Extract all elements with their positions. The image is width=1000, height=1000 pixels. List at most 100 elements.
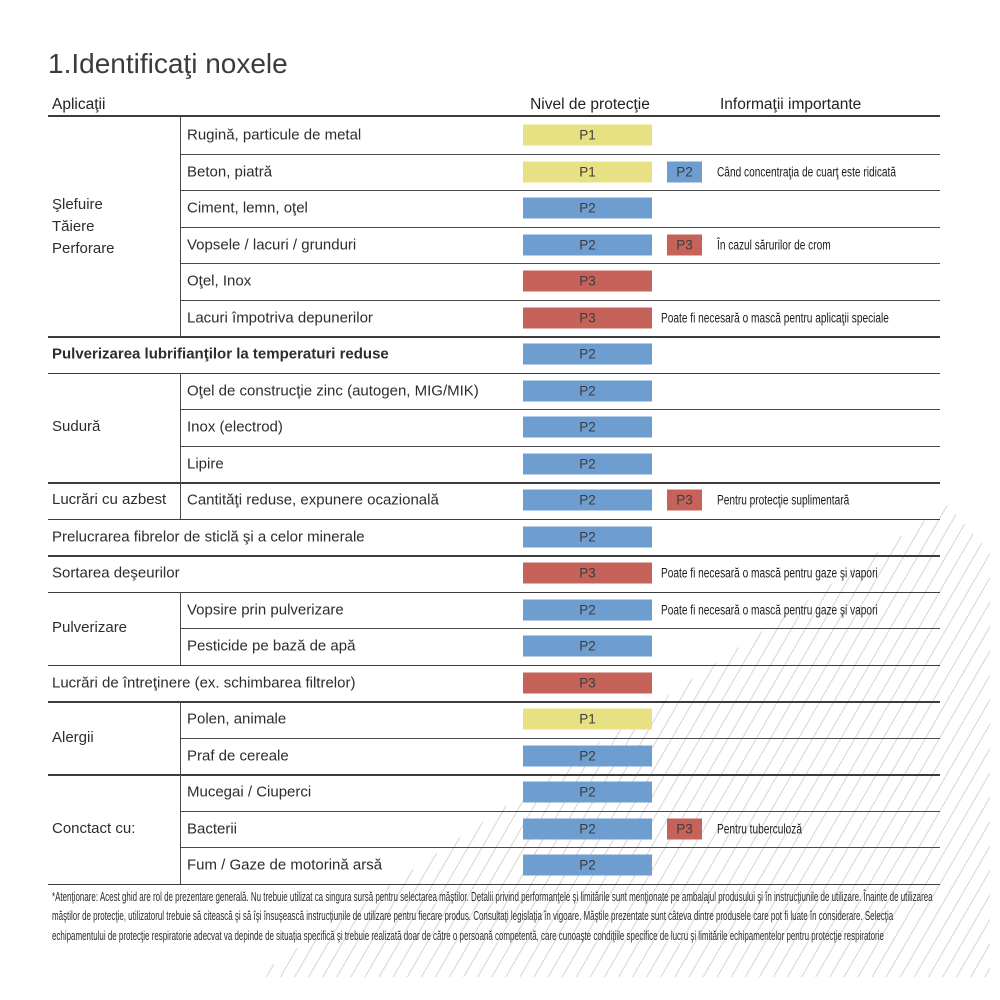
column-divider-line [179,591,181,665]
protection-level-bar: P1 [523,161,652,183]
protection-level-bar: P3 [523,270,652,292]
header-underline [48,115,940,117]
group-separator-line [48,591,940,593]
category-label-spraying: Pulverizare [52,619,128,636]
table-row: Lipire P2 [0,446,1000,483]
table-row: Lucrări de întreţinere (ex. schimbarea f… [0,665,1000,702]
table-row: Rugină, particule de metal P1 [0,117,1000,154]
application-item: Polen, animale [187,710,287,728]
application-item: Sortarea deşeurilor [52,564,180,582]
row-separator-line [180,628,940,629]
important-info-text: În cazul sărurilor de crom [717,237,831,253]
protection-level-bar: P2 [523,599,652,621]
protection-level-bar: P3 [523,562,652,584]
application-item: Bacterii [187,820,238,838]
category-label-asbestos: Lucrări cu azbest [52,491,167,509]
application-item: Oţel, Inox [187,272,252,290]
secondary-protection-level-bar: P3 [667,489,702,511]
application-item: Inox (electrod) [187,418,283,436]
group-separator-line [48,555,940,557]
application-item: Oţel de construcţie zinc (autogen, MIG/M… [187,382,479,400]
row-separator-line [180,847,940,848]
row-separator-line [180,810,940,812]
table-row: Polen, animale P1 [0,701,1000,738]
row-separator-line [180,299,940,301]
application-item: Pulverizarea lubrifianţilor la temperatu… [52,345,389,363]
row-separator-line [180,409,940,410]
application-item: Lipire [187,455,224,473]
application-item: Ciment, lemn, oţel [187,199,308,217]
group-separator-line [48,664,940,666]
application-item: Pesticide pe bază de apă [187,637,356,655]
application-item: Vopsele / lacuri / grunduri [187,236,357,254]
secondary-protection-level-bar: P2 [667,161,702,183]
table-row: Sortarea deşeurilor P3 Poate fi necesară… [0,555,1000,592]
table-bottom-line [48,883,940,885]
protection-level-bar: P2 [523,416,652,438]
column-divider-line [179,117,181,336]
application-item: Cantităţi reduse, expunere ocazională [187,491,439,509]
protection-level-bar: P3 [523,672,652,694]
table-row: Mucegai / Ciuperci P2 [0,774,1000,811]
table-row: Prelucrarea fibrelor de sticlă şi a celo… [0,519,1000,556]
table-row: Pesticide pe bază de apă P2 [0,628,1000,665]
protection-level-bar: P3 [523,307,652,329]
column-header-applications: Aplicaţii [52,96,106,113]
category-label-allergies: Alergii [52,728,94,746]
category-label-grinding-cutting-drilling: Şlefuire Tăiere Perforare [52,195,115,257]
table-row: Lacuri împotriva depunerilor P3 Poate fi… [0,300,1000,337]
group-separator-line [48,336,940,338]
protection-level-bar: P2 [523,854,652,876]
group-separator-line [48,482,940,484]
column-divider-line [179,372,181,519]
table-row: Oţel de construcţie zinc (autogen, MIG/M… [0,373,1000,410]
application-item: Rugină, particule de metal [187,126,362,144]
protection-level-bar: P1 [523,708,652,730]
group-separator-line [48,701,940,703]
row-separator-line [180,263,940,264]
important-info-text: Când concentraţia de cuarţ este ridicată [717,164,896,180]
secondary-protection-level-bar: P3 [667,818,702,840]
important-info-text: Poate fi necesară o mască pentru gaze şi… [661,565,878,581]
protection-level-bar: P2 [523,745,652,767]
application-item: Fum / Gaze de motorină arsă [187,856,383,874]
category-label-contact-with: Conctact cu: [52,819,136,837]
protection-level-bar: P2 [523,526,652,548]
important-info-text: Pentru protecţie suplimentară [717,492,850,508]
application-item: Praf de cereale [187,747,289,765]
row-separator-line [180,226,940,228]
row-separator-line [180,190,940,191]
table-row: Ciment, lemn, oţel P2 [0,190,1000,227]
application-item: Beton, piatră [187,163,273,181]
table-row: Bacterii P2 P3 Pentru tuberculoză [0,811,1000,848]
protection-level-bar: P2 [523,234,652,256]
protection-level-bar: P2 [523,453,652,475]
protection-level-bar: P2 [523,380,652,402]
protection-level-bar: P2 [523,343,652,365]
important-info-text: Poate fi necesară o mască pentru aplicaţ… [661,310,889,326]
table-row: Oţel, Inox P3 [0,263,1000,300]
application-item: Lacuri împotriva depunerilor [187,309,373,327]
table-row: Praf de cereale P2 [0,738,1000,775]
page-title: 1.Identificaţi noxele [48,48,288,79]
table-row: Cantităţi reduse, expunere ocazională P2… [0,482,1000,519]
application-item: Mucegai / Ciuperci [187,783,312,801]
table-row: Inox (electrod) P2 [0,409,1000,446]
group-separator-line [48,774,940,776]
group-separator-line [48,372,940,374]
footnote-text: *Atenţionare: Acest ghid are rol de prez… [52,889,933,943]
application-item: Prelucrarea fibrelor de sticlă şi a celo… [52,528,365,546]
category-label-welding: Sudură [52,418,101,436]
column-header-important-info: Informaţii importante [720,96,862,113]
table-row: Beton, piatră P1 P2 Când concentraţia de… [0,154,1000,191]
application-item: Lucrări de întreţinere (ex. schimbarea f… [52,674,356,692]
table-row: Pulverizarea lubrifianţilor la temperatu… [0,336,1000,373]
protection-level-bar: P1 [523,124,652,146]
table-row: Fum / Gaze de motorină arsă P2 [0,847,1000,884]
protection-level-bar: P2 [523,197,652,219]
row-separator-line [180,445,940,447]
row-separator-line [180,737,940,739]
table-row: Vopsele / lacuri / grunduri P2 P3 În caz… [0,227,1000,264]
table-row: Vopsire prin pulverizare P2 Poate fi nec… [0,592,1000,629]
